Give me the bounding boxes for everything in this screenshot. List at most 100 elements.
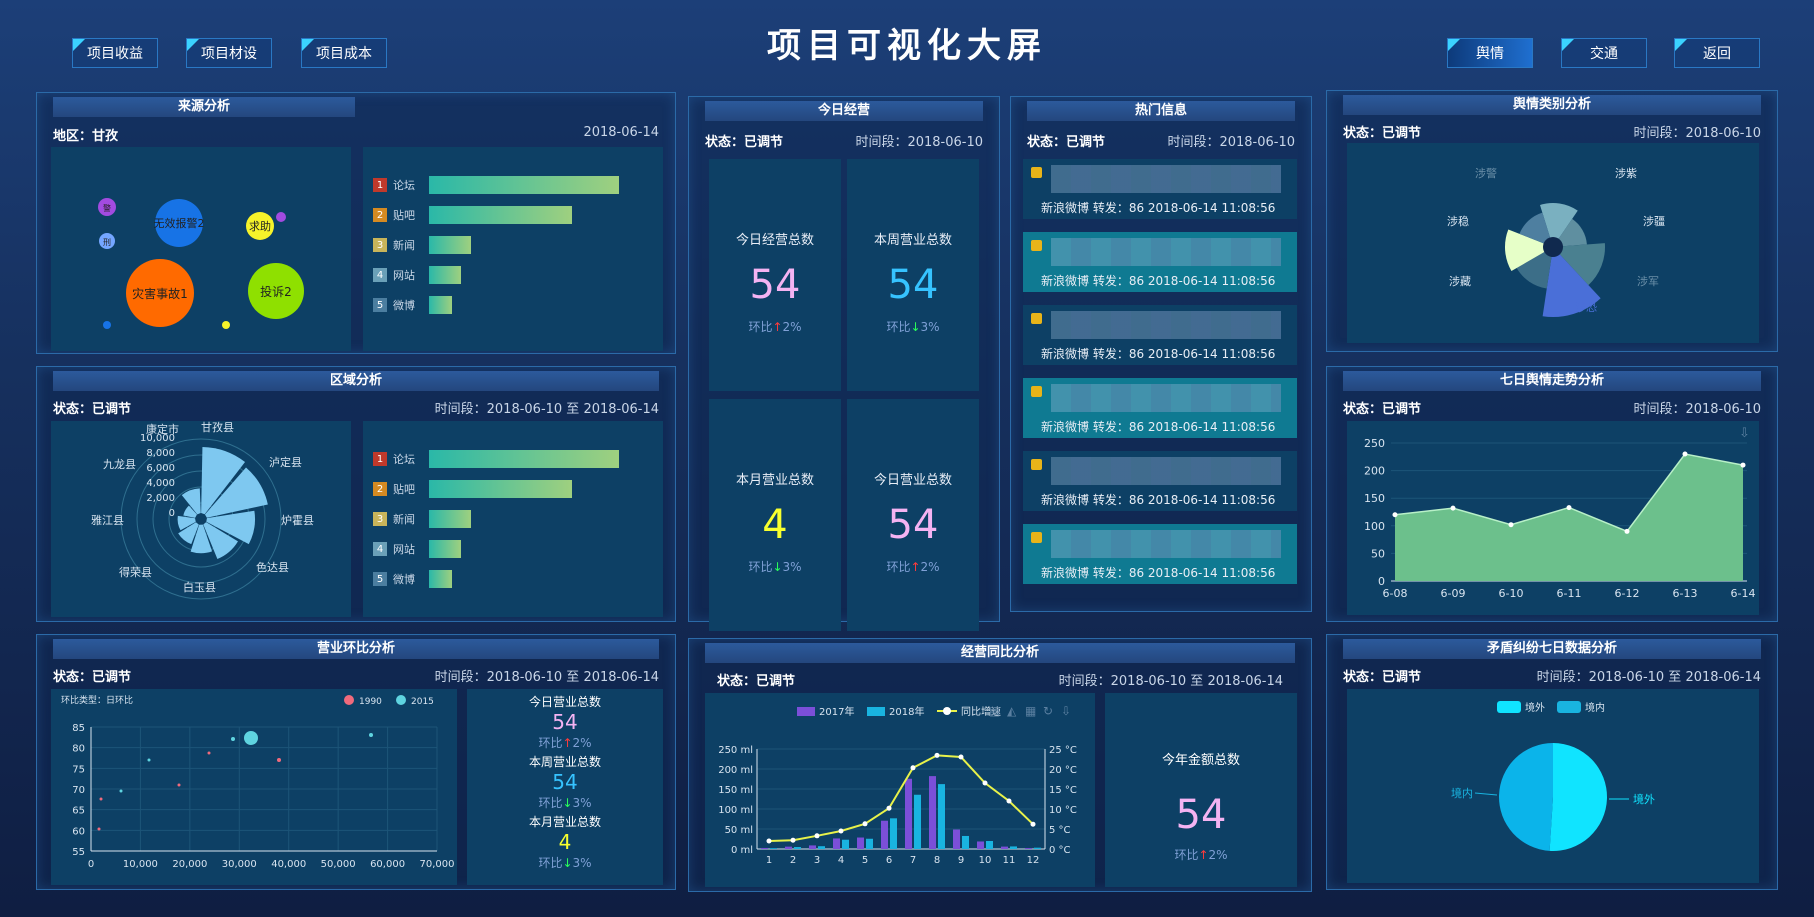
- rank-number: 4: [373, 542, 387, 556]
- rank-bar: [429, 236, 471, 254]
- nav-traffic[interactable]: 交通: [1561, 38, 1647, 68]
- stat-label: 本月营业总数: [735, 473, 814, 488]
- y2-tick: 0 °C: [1049, 845, 1071, 856]
- today-panel: 今日经营 状态：已调节 时间段：2018-06-10 今日经营总数 54 环比↑2% 本…: [688, 96, 1000, 631]
- hot-item[interactable]: 新浪微博 转发：86 2018-06-14 11:08:56: [1023, 524, 1297, 584]
- bar-2018: [938, 784, 945, 849]
- x-tick: 6-14: [1731, 587, 1756, 600]
- x-tick: 10,000: [123, 859, 158, 870]
- bubble: [246, 212, 274, 240]
- bar-2018: [1034, 847, 1041, 849]
- rose-label: 涉疆: [1643, 214, 1665, 228]
- scatter-svg: 环比类型：日环比 1990 2015 85 80 75 70 65 60 550 10,000 20,…: [61, 694, 455, 870]
- y-tick: 65: [72, 806, 85, 817]
- rank-label: 新闻: [393, 513, 415, 526]
- status-label: 状态：已调节: [1343, 126, 1422, 141]
- y-tick: 50: [1371, 547, 1385, 560]
- scatter-point: [99, 797, 103, 801]
- combo-svg: 2017年 2018年 同比增速▤ ◭ ▦ ↻ ⇩ 0 ml 50 ml 100 ml 150 ml…: [718, 704, 1077, 866]
- y-tick: 0 ml: [731, 845, 753, 856]
- nav-project-material[interactable]: 项目材设: [186, 38, 272, 68]
- nav-back[interactable]: 返回: [1674, 38, 1760, 68]
- bar-2018: [818, 846, 825, 849]
- bar-2017: [929, 776, 936, 849]
- rank-bar: [429, 540, 462, 558]
- county-label: 康定市: [146, 422, 179, 436]
- panel-title: 来源分析: [53, 97, 355, 117]
- rose-chart: 涉警 涉紫 涉恐 涉疆 涉藏 涉军 涉稳: [1347, 143, 1759, 343]
- rank-bar: [429, 176, 619, 194]
- y-tick: 100: [1364, 520, 1385, 533]
- blurred-text: [1051, 238, 1281, 266]
- combo-chart: 2017年 2018年 同比增速 ▤ ◭ ▦ ↻ ⇩ 0 ml 50 ml 100 ml 150 ml…: [705, 693, 1095, 887]
- stat-label: 今日经营总数: [735, 233, 814, 248]
- blurred-text: [1051, 165, 1281, 193]
- stat-number: 4: [762, 502, 788, 548]
- bar-2018: [962, 835, 969, 849]
- y-tick: 200: [1364, 465, 1385, 478]
- scatter-point: [177, 783, 181, 787]
- trend-panel: 七日舆情走势分析 状态：已调节 时间段：2018-06-10 ⇩ 0 50 100 150…: [1326, 366, 1778, 622]
- rank-row: 1 论坛: [373, 449, 633, 469]
- polar-sector: [204, 467, 268, 518]
- hot-meta: 新浪微博 转发：86 2018-06-14 11:08:56: [1041, 347, 1276, 361]
- bar-2018: [866, 838, 873, 849]
- legend-dot: [396, 695, 406, 705]
- stat-number: 54: [552, 710, 578, 734]
- weibo-icon: [1031, 313, 1042, 324]
- x-tick: 70,000: [420, 859, 455, 870]
- trend-point: [1682, 451, 1688, 457]
- rank-bar: [429, 570, 452, 588]
- hot-item[interactable]: 新浪微博 转发：86 2018-06-14 11:08:56: [1023, 305, 1297, 365]
- bubble-label: 投诉2: [260, 284, 292, 299]
- rank-label: 网站: [393, 269, 415, 282]
- status-label: 状态：已调节: [53, 670, 132, 685]
- polar-sector: [203, 522, 238, 559]
- x-tick: 5: [862, 855, 868, 866]
- weibo-icon: [1031, 167, 1042, 178]
- rank-row: 2 贴吧: [373, 479, 633, 499]
- y2-tick: 25 °C: [1049, 745, 1077, 756]
- nav-project-income[interactable]: 项目收益: [72, 38, 158, 68]
- line-chart: ⇩ 0 50 100 150 200 250 6-08 6-09 6-10 6-11 6-12 6-13…: [1347, 421, 1759, 615]
- up-arrow-icon: ↑: [772, 320, 783, 334]
- y-tick: 70: [72, 785, 85, 796]
- rank-row: 4 网站: [373, 265, 633, 285]
- rank-label: 贴吧: [393, 483, 415, 496]
- polar-tick: 8,000: [146, 448, 175, 459]
- scatter-chart: 环比类型：日环比 1990 2015 85 80 75 70 65 60 55 0 10,000 20,…: [51, 689, 457, 885]
- growth-point: [766, 838, 772, 844]
- county-label: 白玉县: [183, 580, 216, 594]
- nav-project-cost[interactable]: 项目成本: [301, 38, 387, 68]
- x-tick: 6-10: [1499, 587, 1524, 600]
- hot-item[interactable]: 新浪微博 转发：86 2018-06-14 11:08:56: [1023, 232, 1297, 292]
- down-arrow-icon: ↓: [562, 856, 573, 870]
- x-tick: 6-09: [1441, 587, 1466, 600]
- stat-label: 今日营业总数: [528, 695, 601, 709]
- scatter-point: [231, 737, 235, 741]
- rank-row: 3 新闻: [373, 235, 633, 255]
- hot-item[interactable]: 新浪微博 转发：86 2018-06-14 11:08:56: [1023, 159, 1297, 219]
- bar-2017: [785, 846, 792, 849]
- blurred-text: [1051, 311, 1281, 339]
- rank-row: 4 网站: [373, 539, 633, 559]
- range-label: 时间段：2018-06-10 至 2018-06-14: [434, 402, 659, 417]
- rose-sector: [1559, 243, 1605, 286]
- rank-row: 5 微博: [373, 569, 633, 589]
- up-arrow-icon: ↑: [562, 736, 573, 750]
- hot-item[interactable]: 新浪微博 转发：86 2018-06-14 11:08:56: [1023, 451, 1297, 511]
- rank-number: 3: [373, 512, 387, 526]
- nav-sentiment[interactable]: 舆情: [1447, 38, 1533, 68]
- rank-number: 3: [373, 238, 387, 252]
- pct: 2%: [1208, 848, 1228, 862]
- y-tick: 200 ml: [718, 765, 753, 776]
- status-label: 状态：已调节: [1343, 670, 1422, 685]
- y-tick: 250 ml: [718, 745, 753, 756]
- hot-item[interactable]: 新浪微博 转发：86 2018-06-14 11:08:56: [1023, 378, 1297, 438]
- date-label: 2018-06-14: [583, 125, 659, 140]
- pct: 3%: [920, 320, 940, 334]
- side-stat: 本周营业总数 54 环比↓3%: [467, 753, 663, 811]
- download-icon: ⇩: [1739, 426, 1750, 441]
